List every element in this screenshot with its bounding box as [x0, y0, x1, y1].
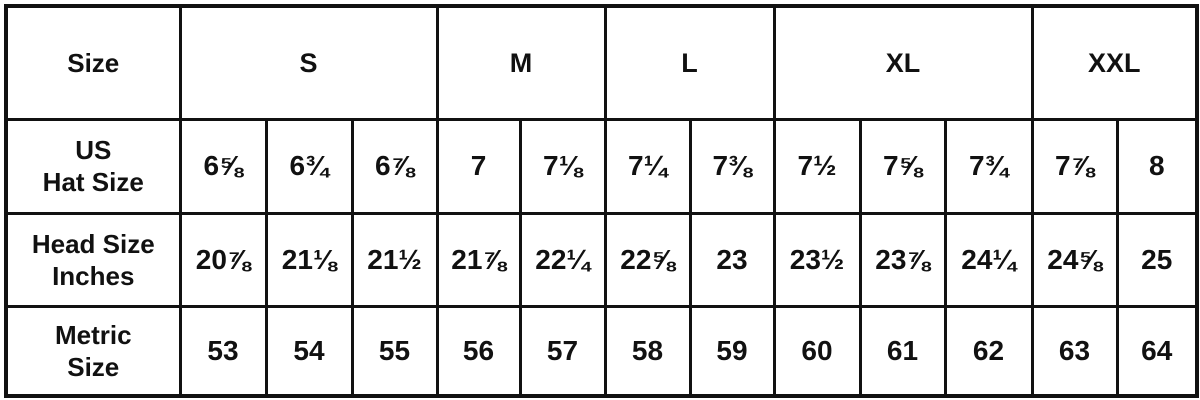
row-label: Head Size Inches: [4, 211, 182, 308]
row-label: US Hat Size: [4, 117, 182, 215]
size-label: Size: [4, 4, 182, 121]
table-cell: 24⅝: [1030, 211, 1119, 308]
row-label: Metric Size: [4, 304, 182, 398]
table-cell: 23½: [772, 211, 862, 308]
table-cell: 7¾: [943, 117, 1034, 215]
metric-size-row: Metric Size 53 54 55 56 57 58 59 60 61 62 63 64: [4, 304, 1199, 398]
table-cell: 7½: [772, 117, 862, 215]
table-cell: 58: [603, 304, 692, 398]
table-cell: 8: [1115, 117, 1199, 215]
row-label-line2: Hat Size: [42, 167, 144, 197]
table-cell: 21½: [350, 211, 439, 308]
row-label-line2: Size: [67, 351, 120, 382]
table-cell: 57: [518, 304, 607, 398]
table-cell: 6¾: [264, 117, 354, 215]
table-cell: 23⅞: [858, 211, 947, 308]
table-cell: 7¼: [603, 117, 692, 215]
table-cell: 56: [435, 304, 522, 398]
table-cell: 60: [772, 304, 862, 398]
table-cell: 53: [178, 304, 268, 398]
table-cell: 23: [688, 211, 776, 308]
size-s: S: [178, 4, 439, 121]
size-l: L: [603, 4, 776, 121]
table-cell: 20⅞: [178, 211, 268, 308]
table-cell: 64: [1115, 304, 1199, 398]
head-size-inches-row: Head Size Inches 20⅞ 21⅛ 21½ 21⅞ 22¼ 22⅝ 23 23½ 23…: [4, 211, 1199, 308]
table-cell: 7⅛: [518, 117, 607, 215]
us-hat-size-row: US Hat Size 6⅝ 6¾ 6⅞ 7 7⅛ 7¼ 7⅜ 7½ 7⅝ 7¾ 7⅞ 8: [4, 117, 1199, 215]
table-cell: 59: [688, 304, 776, 398]
table-cell: 62: [943, 304, 1034, 398]
size-xl: XL: [772, 4, 1034, 121]
table-cell: 7⅞: [1030, 117, 1119, 215]
table-cell: 22¼: [518, 211, 607, 308]
table-cell: 21⅛: [264, 211, 354, 308]
table-cell: 7⅜: [688, 117, 776, 215]
table-cell: 55: [350, 304, 439, 398]
size-header-row: Size S M L XL XXL: [4, 4, 1199, 121]
row-label-line1: Metric: [54, 319, 132, 350]
size-m: M: [435, 4, 607, 121]
size-xxl: XXL: [1030, 4, 1199, 121]
table-cell: 22⅝: [603, 211, 692, 308]
table-cell: 24¼: [943, 211, 1034, 308]
table-cell: 61: [858, 304, 947, 398]
table-cell: 25: [1115, 211, 1199, 308]
table-cell: 7⅝: [858, 117, 947, 215]
table-cell: 6⅝: [178, 117, 268, 215]
table-cell: 63: [1030, 304, 1119, 398]
row-label-line2: Inches: [52, 260, 135, 291]
table-cell: 7: [435, 117, 522, 215]
table-cell: 21⅞: [435, 211, 522, 308]
table-cell: 54: [264, 304, 354, 398]
table-cell: 6⅞: [350, 117, 439, 215]
row-label-line1: Head Size: [31, 228, 155, 259]
row-label-line1: US: [75, 135, 112, 165]
hat-size-chart: Size S M L XL XXL US Hat Size 6⅝ 6¾ 6⅞ 7 7⅛ 7¼ 7…: [4, 4, 1199, 398]
